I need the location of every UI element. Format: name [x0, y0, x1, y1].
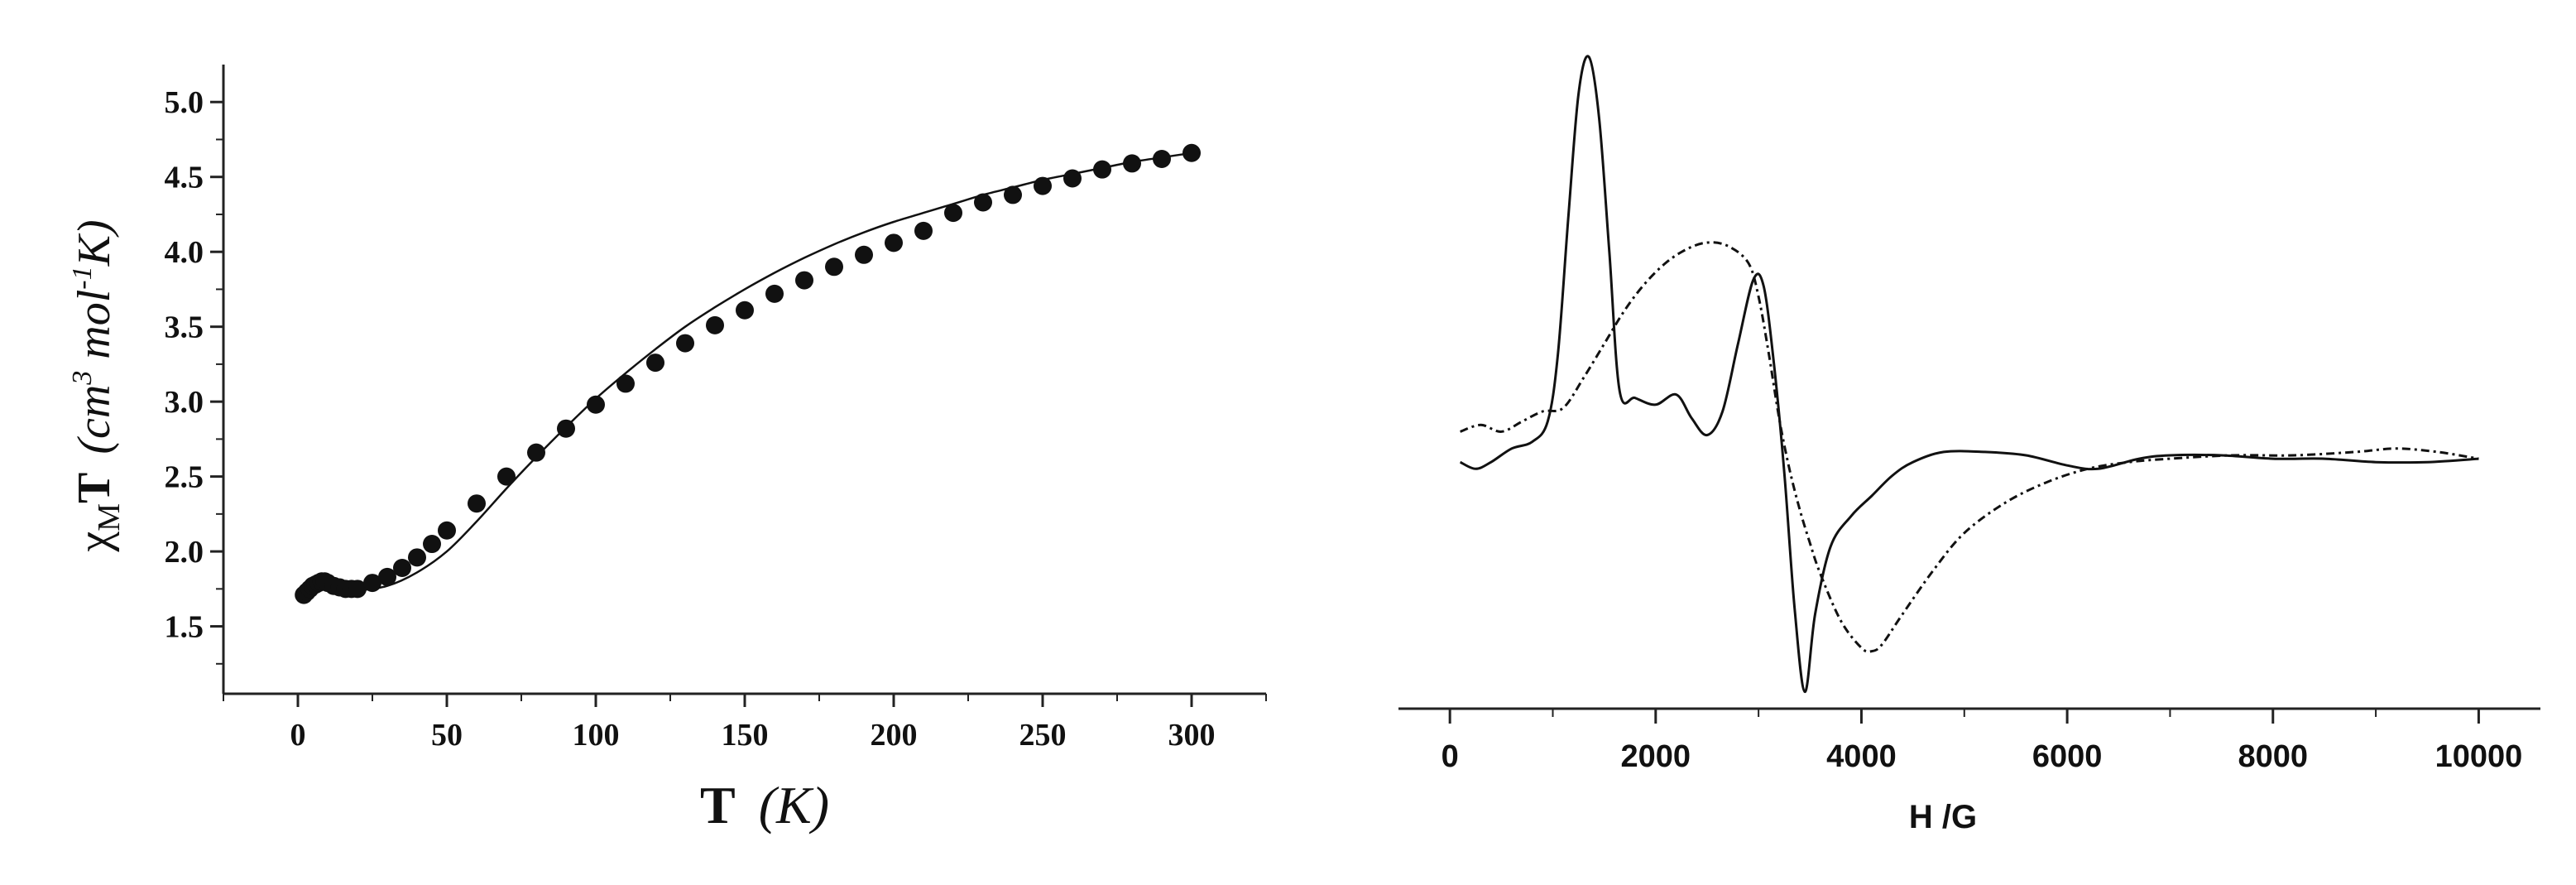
left-data-point: [765, 284, 784, 303]
left-data-point: [914, 221, 933, 240]
left-x-tick-label: 250: [1019, 718, 1067, 753]
left-data-point: [944, 204, 962, 223]
left-data-point: [587, 395, 605, 414]
left-axes: [222, 65, 1266, 695]
left-data-point: [557, 419, 575, 438]
left-data-point: [706, 315, 724, 334]
right-chart: 0 2000 4000 6000 8000 10000 H /G: [1398, 55, 2540, 835]
left-data-point: [646, 354, 664, 373]
right-x-tick-label: 10000: [2435, 739, 2523, 774]
left-x-tick-label: 150: [722, 718, 769, 753]
left-data-point: [408, 548, 426, 567]
left-data-point: [885, 233, 903, 253]
left-data-point: [497, 467, 516, 486]
left-x-tick-label: 50: [431, 718, 463, 753]
left-data-point: [1034, 176, 1052, 195]
left-data-point: [795, 271, 813, 290]
left-data-point: [1004, 185, 1022, 204]
left-fit-series: [303, 152, 1192, 598]
left-x-axis-label: T (K): [700, 776, 829, 834]
left-data-point: [423, 535, 441, 554]
right-x-tick-label: 0: [1442, 739, 1459, 774]
left-y-tick-label: 4.0: [165, 235, 204, 270]
left-data-point: [1063, 169, 1082, 188]
right-dashdot-series: [1460, 241, 2479, 653]
left-x-tick-label: 100: [573, 718, 620, 753]
left-y-tick-label: 3.0: [165, 385, 204, 420]
right-x-ticks: 0 2000 4000 6000 8000 10000: [1442, 709, 2523, 774]
left-data-point: [468, 494, 486, 513]
left-chart: 0 50 100 150 200 250 300 1.5 2.0 2.5 3.0 3.5 4.0 4.5…: [67, 65, 1267, 834]
left-fit-line: [303, 152, 1192, 598]
right-x-tick-label: 2000: [1621, 739, 1691, 774]
left-y-tick-label: 2.0: [165, 535, 204, 570]
left-data-point: [1153, 150, 1171, 168]
left-data-point: [825, 257, 843, 277]
left-x-tick-label: 300: [1168, 718, 1216, 753]
left-data-point: [736, 301, 754, 320]
left-y-tick-label: 2.5: [165, 460, 204, 495]
left-data-point: [616, 374, 635, 393]
left-data-point: [1093, 160, 1111, 179]
right-solid-line: [1459, 55, 2479, 694]
left-marker-series: [295, 143, 1201, 604]
left-data-point: [348, 580, 367, 599]
right-dashdot-line: [1460, 241, 2479, 653]
left-data-point: [1182, 143, 1201, 162]
left-data-point: [363, 574, 381, 593]
left-y-tick-label: 3.5: [165, 310, 204, 345]
left-data-point: [378, 567, 396, 586]
left-y-ticks: 1.5 2.0 2.5 3.0 3.5 4.0 4.5 5.0: [165, 85, 223, 665]
left-data-point: [676, 334, 694, 353]
right-x-tick-label: 4000: [1826, 739, 1897, 774]
left-y-tick-label: 4.5: [165, 161, 204, 195]
left-data-point: [393, 559, 411, 577]
right-x-tick-label: 8000: [2238, 739, 2308, 774]
left-y-tick-label: 1.5: [165, 610, 204, 645]
left-x-ticks: 0 50 100 150 200 250 300: [223, 694, 1267, 753]
left-y-tick-label: 5.0: [165, 85, 204, 120]
left-data-point: [527, 443, 545, 462]
right-x-tick-label: 6000: [2032, 739, 2103, 774]
left-x-tick-label: 200: [871, 718, 918, 753]
left-data-point: [974, 193, 992, 212]
right-solid-series: [1459, 55, 2479, 694]
left-data-point: [1123, 154, 1141, 173]
right-x-axis-label: H /G: [1909, 799, 1977, 835]
left-data-point: [438, 521, 456, 540]
left-x-tick-label: 0: [290, 718, 306, 753]
left-y-axis-label: χMT (cm3 mol-1K): [67, 219, 127, 552]
left-data-point: [855, 245, 873, 264]
